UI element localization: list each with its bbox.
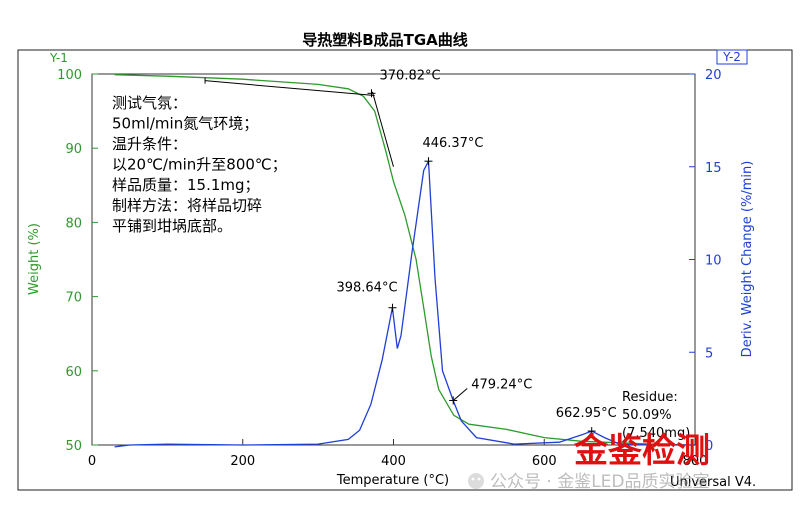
x-tick-label: 400 bbox=[381, 454, 406, 469]
y-left-tick-label: 90 bbox=[65, 142, 82, 157]
y-right-axis-title: Deriv. Weight Change (%/min) bbox=[740, 161, 755, 358]
footer-watermark-text: 公众号 · 金鉴LED品质实验室 bbox=[490, 472, 710, 492]
residue-percent: 50.09% bbox=[622, 408, 672, 423]
y-left-tick-label: 50 bbox=[65, 439, 82, 454]
software-label: Universal V4. bbox=[670, 475, 756, 490]
y-right-tick-label: 0 bbox=[705, 439, 713, 454]
x-tick-label: 600 bbox=[532, 454, 557, 469]
annotation-label: 370.82°C bbox=[380, 68, 441, 83]
residue-mass: (7.540mg) bbox=[622, 426, 690, 441]
annotation-label: 479.24°C bbox=[471, 377, 532, 392]
weight-curve bbox=[114, 74, 696, 446]
y-left-tick-label: 70 bbox=[65, 291, 82, 306]
note-line: 温升条件： bbox=[112, 135, 187, 153]
axis-ticks: 0 200 400 600 800 50 60 70 80 90 100 0 5 10 15 20 bbox=[57, 68, 721, 469]
x-tick-label: 0 bbox=[88, 454, 96, 469]
annotation-label: 662.95°C bbox=[556, 406, 617, 421]
y-left-tick-label: 60 bbox=[65, 365, 82, 380]
residue-label: Residue: bbox=[622, 390, 678, 405]
y-left-tick-label: 100 bbox=[57, 68, 82, 83]
note-line: 平铺到坩埚底部。 bbox=[112, 217, 232, 235]
annotation-label: 446.37°C bbox=[422, 136, 483, 151]
x-axis-title: Temperature (°C) bbox=[336, 473, 449, 488]
note-line: 测试气氛： bbox=[112, 94, 187, 112]
annotations-group: 370.82°C 446.37°C 398.64°C 479.24°C 662.95°C bbox=[336, 68, 617, 436]
note-line: 样品质量：15.1mg； bbox=[112, 176, 260, 194]
y-right-tick-label: 20 bbox=[705, 68, 722, 83]
test-conditions-notes: 测试气氛： 50ml/min氮气环境； 温升条件： 以20℃/min升至800℃； 样品… bbox=[112, 94, 287, 235]
chart-title: 导热塑料B成品TGA曲线 bbox=[302, 31, 468, 49]
outer-frame bbox=[17, 49, 793, 491]
note-line: 制样方法：将样品切碎 bbox=[112, 197, 262, 215]
slope-tangent-line bbox=[371, 91, 394, 167]
series-group bbox=[114, 74, 696, 448]
y-left-axis-title: Weight (%) bbox=[27, 223, 42, 295]
y-right-tick-label: 5 bbox=[705, 346, 713, 361]
y-right-tick-label: 10 bbox=[705, 254, 722, 269]
y-left-tick-label: 80 bbox=[65, 216, 82, 231]
note-line: 50ml/min氮气环境； bbox=[112, 115, 258, 133]
annotation-label: 398.64°C bbox=[336, 281, 397, 296]
brand-watermark: 金鉴检测 bbox=[573, 431, 710, 471]
y2-corner-box bbox=[716, 49, 748, 65]
y2-corner-label: Y-2 bbox=[722, 50, 741, 64]
wechat-icon bbox=[468, 473, 484, 489]
x-tick-label: 800 bbox=[683, 454, 708, 469]
y-right-tick-label: 15 bbox=[705, 161, 722, 176]
x-tick-label: 200 bbox=[230, 454, 255, 469]
baseline-tangent-line bbox=[205, 80, 375, 97]
note-line: 以20℃/min升至800℃； bbox=[112, 156, 287, 174]
deriv-weight-curve bbox=[114, 158, 695, 448]
annotation-leader bbox=[452, 388, 468, 401]
y1-corner-label: Y-1 bbox=[49, 51, 68, 65]
footer-watermark: 公众号 · 金鉴LED品质实验室 bbox=[468, 472, 710, 492]
